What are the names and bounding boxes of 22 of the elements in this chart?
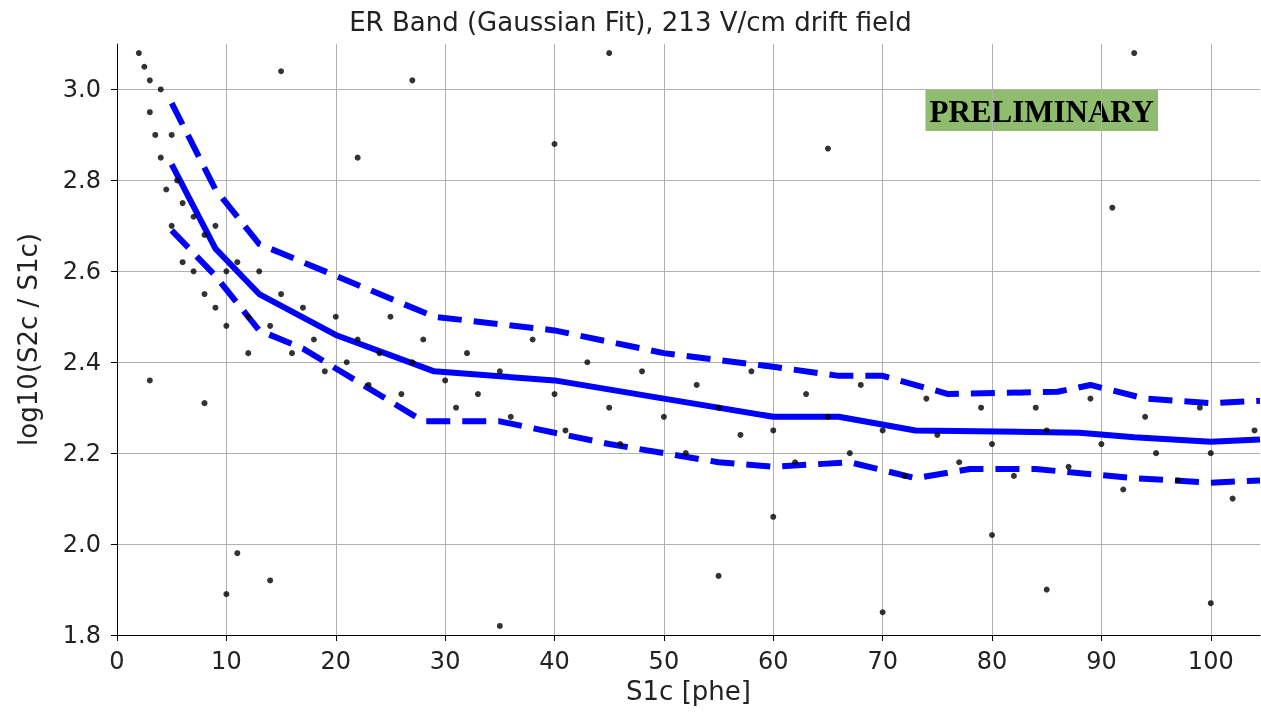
chart-title: ER Band (Gaussian Fit), 213 V/cm drift field [349,7,912,37]
y-tick-label: 2.2 [62,439,101,468]
y-tick-label: 2.6 [62,257,101,286]
x-axis-title: S1c [phe] [626,675,751,706]
x-tick-label: 50 [648,647,680,675]
x-tick-label: 100 [1187,647,1234,675]
x-tick-label: 90 [1086,647,1117,675]
x-tick-label: 0 [109,647,125,675]
x-tick-label: 60 [757,647,789,675]
annotation: PRELIMINARY [929,94,1155,129]
y-axis-title: log10(S2c / S1c) [13,233,43,446]
y-tick-label: 2.8 [62,166,101,195]
x-tick-label: 30 [429,647,461,675]
x-tick-label: 80 [976,647,1008,675]
x-tick-label: 20 [320,647,352,675]
x-tick-label: 70 [867,647,898,675]
x-tick-label: 40 [539,647,570,675]
y-tick-label: 2.0 [62,530,101,559]
x-tick-label: 10 [211,647,242,675]
y-tick-label: 1.8 [62,621,101,649]
y-tick-label: 3.0 [62,75,101,104]
y-tick-label: 2.4 [62,348,101,377]
